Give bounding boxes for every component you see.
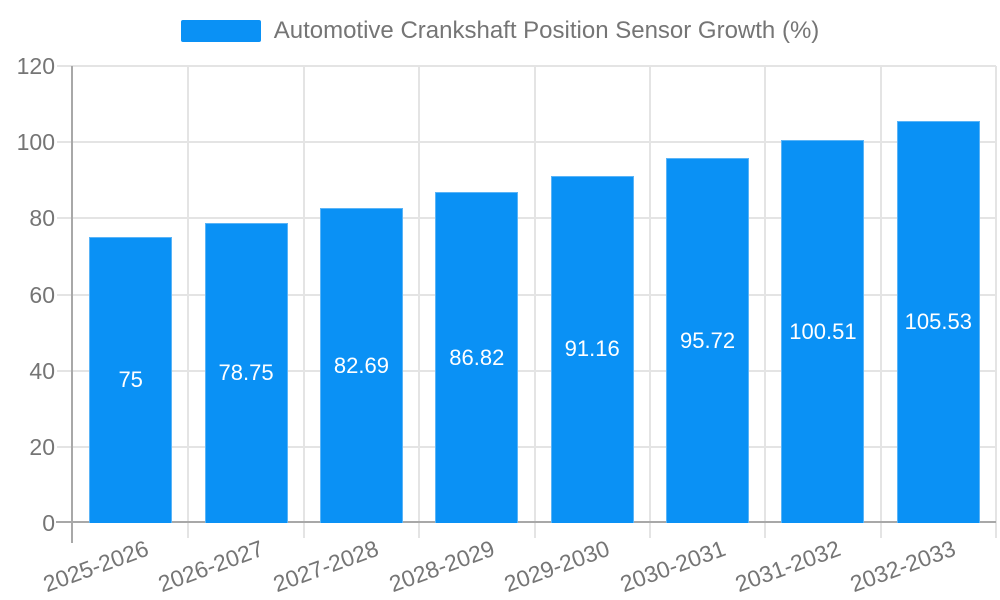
gridline-horizontal xyxy=(57,369,996,372)
gridline-vertical xyxy=(418,66,421,538)
x-axis-line xyxy=(56,521,996,523)
gridline-horizontal xyxy=(57,65,996,67)
y-axis-tick-label: 20 xyxy=(29,433,55,460)
gridline-horizontal xyxy=(57,445,996,448)
gridline-vertical xyxy=(302,66,305,538)
bar-value-label: 95.72 xyxy=(680,327,736,353)
bar-value-label: 82.69 xyxy=(333,352,389,378)
gridline-horizontal xyxy=(57,293,996,296)
legend-label: Automotive Crankshaft Position Sensor Gr… xyxy=(273,17,820,44)
bar-value-label: 100.51 xyxy=(789,318,857,344)
plot-area: 75 78.75 82.69 86.82 91.16 95.72 100.51 105.53 0… xyxy=(17,53,997,597)
bar[interactable] xyxy=(204,223,288,523)
gridline-vertical xyxy=(764,66,767,538)
gridline-vertical xyxy=(995,66,997,538)
bar[interactable] xyxy=(319,208,403,523)
bar-value-label: 86.82 xyxy=(449,344,505,370)
gridline-vertical xyxy=(879,66,882,538)
bar-value-label: 75 xyxy=(118,367,143,393)
y-axis-tick-label: 100 xyxy=(16,129,55,156)
bar-value-label: 91.16 xyxy=(564,336,620,362)
gridline-vertical xyxy=(648,66,651,538)
bar[interactable] xyxy=(550,175,634,523)
gridline-horizontal xyxy=(57,141,996,144)
chart-legend-item[interactable]: Automotive Crankshaft Position Sensor Gr… xyxy=(0,18,1000,44)
y-axis-tick-label: 0 xyxy=(42,510,55,536)
bar[interactable] xyxy=(435,192,519,523)
bar[interactable] xyxy=(89,237,173,523)
y-axis-line xyxy=(71,66,73,543)
y-axis-tick-label: 40 xyxy=(29,357,55,384)
bar[interactable] xyxy=(896,121,980,523)
legend-swatch xyxy=(180,20,261,42)
gridline-horizontal xyxy=(57,217,996,220)
gridline-vertical xyxy=(187,66,190,538)
y-axis-tick-label: 60 xyxy=(29,281,55,308)
bar[interactable] xyxy=(666,158,750,523)
y-axis-tick-label: 80 xyxy=(29,205,55,232)
y-axis-tick-label: 120 xyxy=(16,53,55,79)
gridline-vertical xyxy=(533,66,536,538)
bar-value-label: 105.53 xyxy=(904,309,972,335)
bar-value-label: 78.75 xyxy=(218,360,274,386)
bar[interactable] xyxy=(781,140,865,523)
